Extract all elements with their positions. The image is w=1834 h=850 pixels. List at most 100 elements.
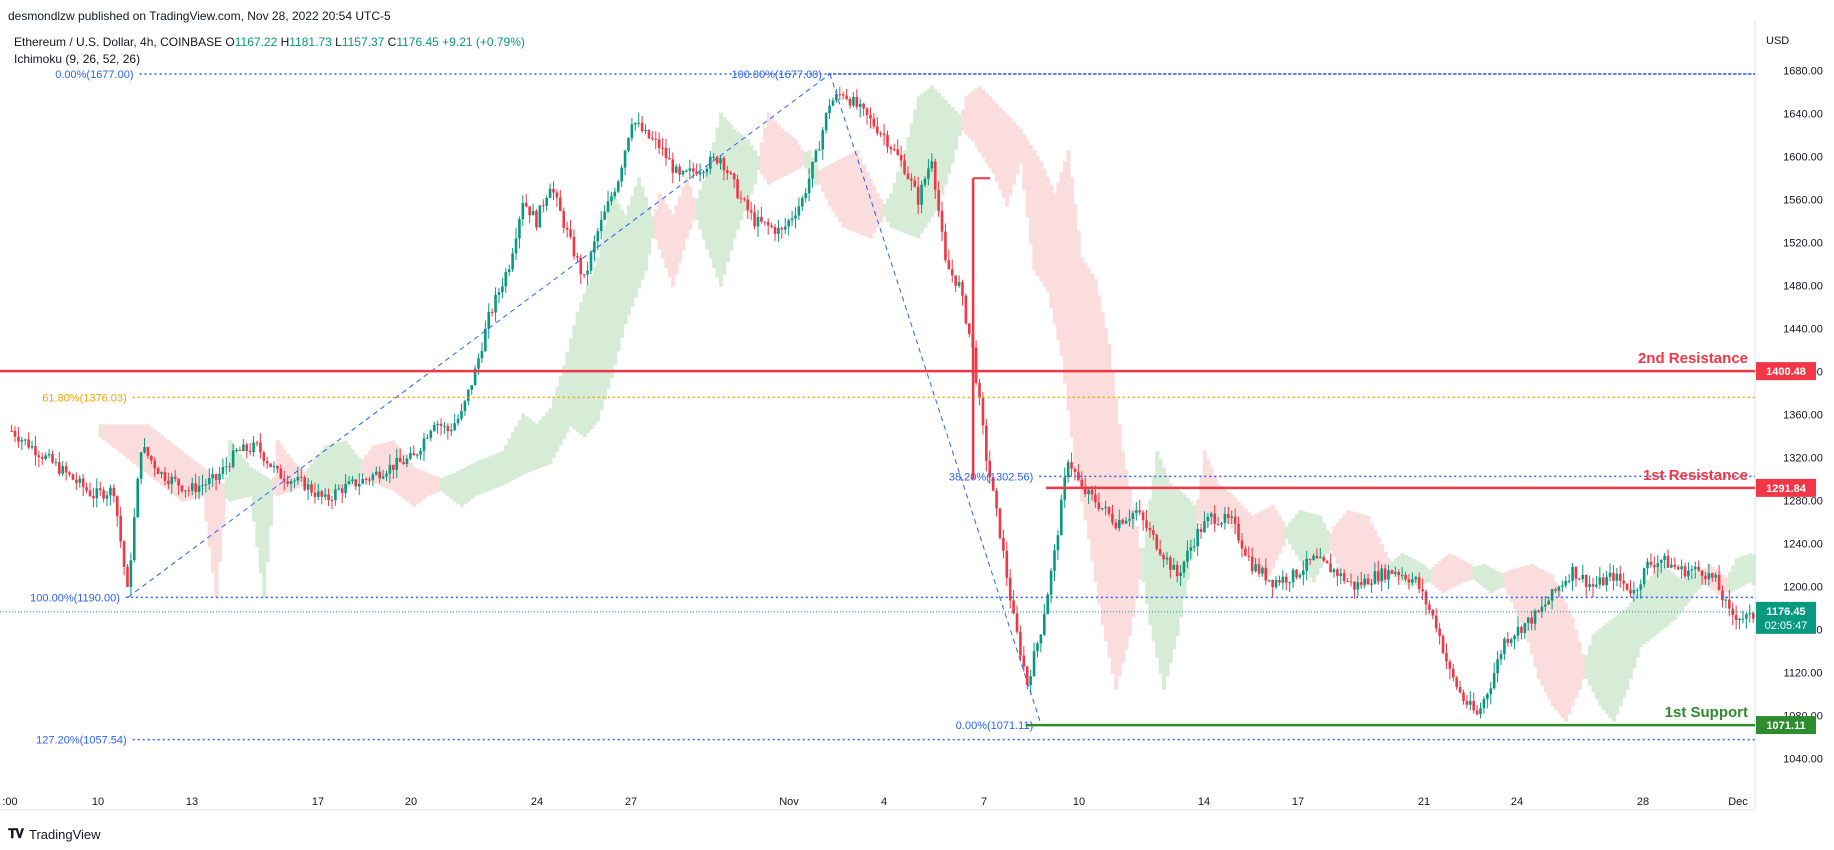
cloud-segment: [1138, 547, 1143, 580]
cloud-segment: [1097, 295, 1102, 604]
candle-body: [197, 485, 201, 493]
cloud-segment: [1080, 257, 1085, 502]
candle-body: [593, 241, 596, 253]
candle-body: [1516, 626, 1520, 636]
candle-body: [313, 492, 317, 497]
cloud-segment: [1223, 488, 1228, 518]
candle-body: [1213, 513, 1216, 524]
cloud-segment: [1444, 555, 1449, 592]
cloud-segment: [333, 443, 338, 493]
cloud-segment: [326, 444, 331, 495]
cloud-segment: [1005, 114, 1010, 207]
fib-trend-line-1: [127, 73, 831, 598]
candle-body: [1230, 516, 1234, 518]
cloud-segment: [538, 420, 543, 469]
candle-body: [1612, 572, 1615, 581]
cloud-segment: [1083, 263, 1088, 521]
cloud-segment: [384, 442, 389, 489]
cloud-segment: [313, 459, 318, 491]
candle-body: [436, 423, 439, 425]
candle-body: [429, 430, 433, 438]
y-tick-label: 1640.00: [1783, 109, 1823, 121]
candle-body: [1097, 502, 1101, 509]
candle-body: [1608, 572, 1612, 577]
cloud-segment: [1693, 572, 1698, 594]
cloud-segment: [729, 124, 734, 251]
cloud-segment: [1127, 488, 1132, 636]
candle-body: [552, 188, 555, 193]
cloud-segment: [623, 214, 628, 325]
y-tick-label: 1560.00: [1783, 195, 1823, 207]
candle-body: [30, 446, 34, 448]
candle-body: [480, 351, 484, 359]
cloud-segment: [1104, 327, 1109, 642]
candle-body: [388, 464, 392, 474]
cloud-segment: [756, 155, 761, 170]
cloud-segment: [1209, 467, 1214, 525]
cloud-segment: [350, 449, 355, 486]
cloud-segment: [691, 196, 696, 221]
candle-body: [875, 126, 879, 134]
cloud-segment: [1547, 572, 1552, 700]
indicator-label[interactable]: Ichimoku (9, 26, 52, 26): [14, 52, 141, 66]
cloud-segment: [568, 338, 573, 427]
cloud-segment: [1035, 155, 1040, 276]
candle-body: [889, 146, 893, 150]
cloud-segment: [1465, 562, 1470, 582]
candle-body: [1636, 589, 1639, 591]
candle-body: [736, 179, 739, 199]
cloud-segment: [834, 161, 839, 217]
candle-body: [640, 122, 644, 132]
candle-body: [1036, 643, 1039, 652]
cloud-segment: [1093, 279, 1098, 583]
candle-body: [412, 453, 416, 456]
candle-body: [1707, 573, 1711, 580]
candle-body: [1659, 559, 1663, 564]
candle-body: [27, 439, 30, 448]
candle-body: [927, 168, 930, 179]
cloud-segment: [845, 155, 850, 229]
cloud-segment: [1161, 467, 1166, 690]
candle-body: [1714, 574, 1718, 578]
cloud-segment: [1587, 644, 1593, 686]
cloud-segment: [1734, 558, 1739, 590]
cloud-segment: [1475, 565, 1480, 583]
candle-body: [538, 205, 542, 228]
candle-body: [1220, 523, 1223, 525]
cloud-segment: [1131, 507, 1136, 618]
candle-body: [231, 450, 235, 467]
candle-body: [357, 483, 361, 487]
fib2-level-label: 38.20%(1302.56): [949, 471, 1033, 483]
candle-body: [1090, 489, 1094, 495]
candle-body: [1029, 676, 1032, 686]
candle-body: [623, 150, 627, 168]
cloud-segment: [241, 458, 246, 499]
cloud-segment: [916, 96, 921, 239]
candle-body: [1561, 585, 1564, 587]
candle-body: [1482, 699, 1486, 709]
candle-body: [1506, 639, 1510, 643]
x-tick-label: 17: [1292, 796, 1304, 808]
cloud-segment: [800, 150, 805, 167]
cloud-segment: [262, 475, 267, 599]
symbol-title[interactable]: Ethereum / U.S. Dollar, 4h, COINBASE: [14, 35, 223, 49]
cloud-segment: [562, 365, 567, 439]
candle-body: [1441, 635, 1445, 654]
candle-body: [180, 485, 184, 492]
candle-body: [1012, 600, 1015, 614]
candle-body: [484, 328, 487, 352]
candle-body: [276, 466, 279, 469]
cloud-segment: [613, 198, 618, 365]
price-chart[interactable]: USD 1680.00 1640.00 1600.00 1560.00 1520.00 14…: [0, 0, 1834, 820]
candle-body: [1312, 555, 1315, 560]
cloud-segment: [1380, 544, 1385, 583]
candle-body: [940, 210, 944, 232]
cloud-segment: [1018, 128, 1023, 164]
cloud-segment: [136, 424, 141, 467]
candle-body: [511, 253, 514, 270]
x-tick-label: 10: [92, 796, 104, 808]
candle-body: [1380, 568, 1383, 582]
cloud-segment: [1151, 475, 1156, 642]
cloud-segment: [558, 375, 563, 446]
cloud-segment: [695, 198, 700, 220]
